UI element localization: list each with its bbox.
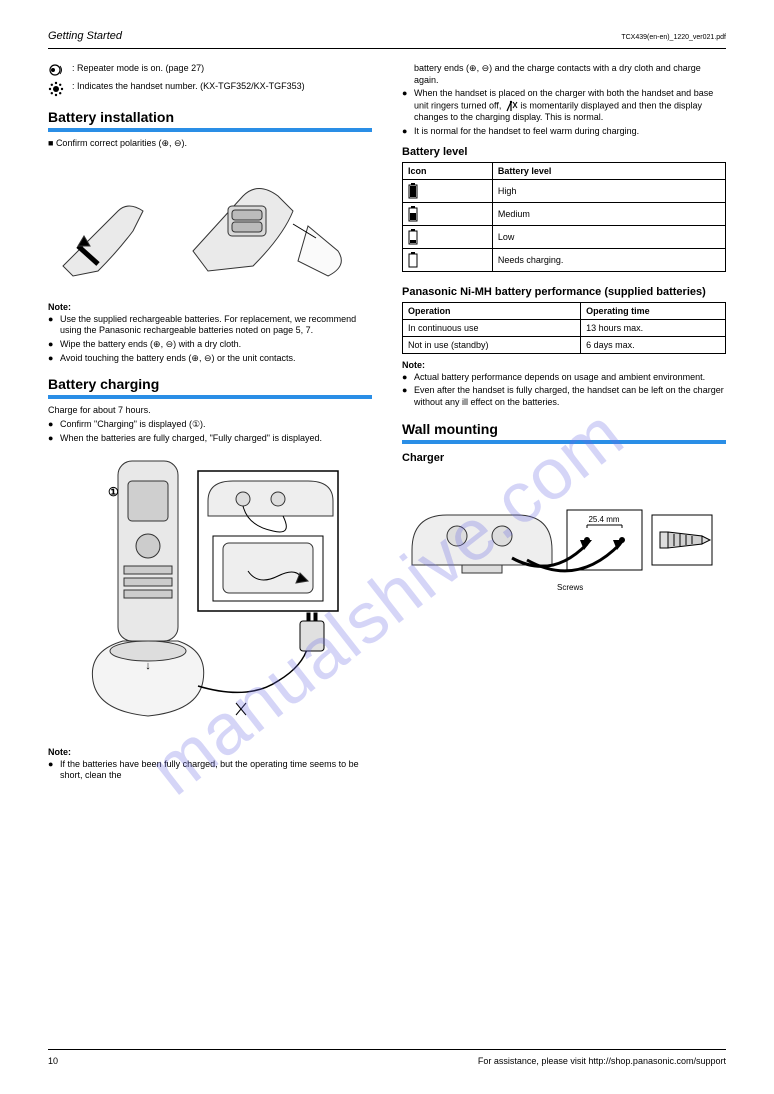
wall-mount-illustration: 25.4 mm Screws (402, 470, 726, 600)
list-item: ● When the handset is placed on the char… (402, 88, 726, 123)
svg-text:↓: ↓ (145, 660, 151, 672)
table-row: Needs charging. (403, 248, 726, 271)
other-icon (48, 63, 72, 77)
battery-level-cell: High (492, 179, 725, 202)
battery-level-cell: Low (492, 225, 725, 248)
note-text: Even after the handset is fully charged,… (414, 385, 726, 408)
note-text: Avoid touching the battery ends (⊕, ⊖) o… (60, 353, 296, 365)
battery-empty-icon (408, 252, 487, 268)
list-item: ●Avoid touching the battery ends (⊕, ⊖) … (48, 353, 372, 365)
charge-intro: Charge for about 7 hours. (48, 405, 372, 417)
perf-table: Operation Operating time In continuous u… (402, 302, 726, 354)
battery-medium-icon (408, 206, 487, 222)
polarity-label: ■ (48, 138, 56, 148)
subtitle-performance: Panasonic Ni-MH battery performance (sup… (402, 286, 726, 298)
list-item: ●Actual battery performance depends on u… (402, 372, 726, 384)
subtitle-battery-level: Battery level (402, 146, 726, 158)
bullet-text: Confirm "Charging" is displayed (①). (60, 419, 206, 431)
icon-def-handset-number: : Indicates the handset number. (KX-TGF3… (48, 81, 372, 97)
battery-low-icon (408, 229, 487, 245)
header-section-title: Getting Started (48, 30, 122, 42)
icon-def-text: : Repeater mode is on. (page 27) (72, 63, 204, 73)
list-item: ●Use the supplied rechargeable batteries… (48, 314, 372, 337)
page-header: Getting Started TCX439(en-en)_1220_ver02… (48, 30, 726, 49)
left-column: : Repeater mode is on. (page 27) : Indic… (48, 59, 372, 784)
note-text: Wipe the battery ends (⊕, ⊖) with a dry … (60, 339, 241, 351)
subtitle-charger: Charger (402, 452, 726, 464)
section-title-battery-install: Battery installation (48, 109, 372, 132)
list-item: ●Confirm "Charging" is displayed (①). (48, 419, 372, 431)
charging-illustration: ↓ (48, 451, 372, 741)
polarity-text: Confirm correct polarities (⊕, ⊖). (56, 138, 187, 148)
svg-text:Screws: Screws (557, 583, 583, 592)
table-row: High (403, 179, 726, 202)
battery-level-table: Icon Battery level High Medium Low Needs… (402, 162, 726, 272)
antenna-off-icon (504, 100, 518, 112)
list-item: ●Even after the handset is fully charged… (402, 385, 726, 408)
icon-def-repeater: : Repeater mode is on. (page 27) (48, 63, 372, 77)
bullet-text: When the batteries are fully charged, "F… (60, 433, 322, 445)
battery-installation-illustration (48, 156, 372, 296)
note-text: When the handset is placed on the charge… (414, 88, 726, 123)
table-row: Medium (403, 202, 726, 225)
svg-text:①: ① (108, 485, 119, 499)
note-heading: Note: (48, 302, 372, 312)
note-text: If the batteries have been fully charged… (60, 759, 372, 782)
table-header: Icon (403, 162, 493, 179)
table-header: Battery level (492, 162, 725, 179)
page-footer: 10 For assistance, please visit http://s… (48, 1049, 726, 1066)
table-cell: 6 days max. (581, 336, 726, 353)
list-item: ●If the batteries have been fully charge… (48, 759, 372, 782)
table-cell: Not in use (standby) (403, 336, 581, 353)
note-heading: Note: (48, 747, 372, 757)
note-heading: Note: (402, 360, 726, 370)
note-text: Use the supplied rechargeable batteries.… (60, 314, 372, 337)
page-number: 10 (48, 1056, 58, 1066)
svg-text:25.4 mm: 25.4 mm (588, 515, 619, 524)
note-text: It is normal for the handset to feel war… (414, 126, 639, 138)
battery-high-icon (408, 183, 487, 199)
table-cell: In continuous use (403, 319, 581, 336)
list-item: ●When the batteries are fully charged, "… (48, 433, 372, 445)
settings-gear-icon (48, 81, 72, 97)
table-cell: 13 hours max. (581, 319, 726, 336)
icon-def-text: : Indicates the handset number. (KX-TGF3… (72, 81, 305, 91)
table-row: Not in use (standby) 6 days max. (403, 336, 726, 353)
list-item: ●It is normal for the handset to feel wa… (402, 126, 726, 138)
battery-level-cell: Medium (492, 202, 725, 225)
table-row: Low (403, 225, 726, 248)
header-filename: TCX439(en-en)_1220_ver021.pdf (621, 34, 726, 41)
list-item: ●Wipe the battery ends (⊕, ⊖) with a dry… (48, 339, 372, 351)
right-column: battery ends (⊕, ⊖) and the charge conta… (402, 59, 726, 784)
section-title-wall-mount: Wall mounting (402, 421, 726, 444)
continued-note: battery ends (⊕, ⊖) and the charge conta… (414, 63, 726, 86)
table-row: In continuous use 13 hours max. (403, 319, 726, 336)
table-header: Operation (403, 302, 581, 319)
section-title-battery-charge: Battery charging (48, 376, 372, 399)
note-text: Actual battery performance depends on us… (414, 372, 705, 384)
table-header: Operating time (581, 302, 726, 319)
footer-note: For assistance, please visit http://shop… (478, 1056, 726, 1066)
battery-level-cell: Needs charging. (492, 248, 725, 271)
